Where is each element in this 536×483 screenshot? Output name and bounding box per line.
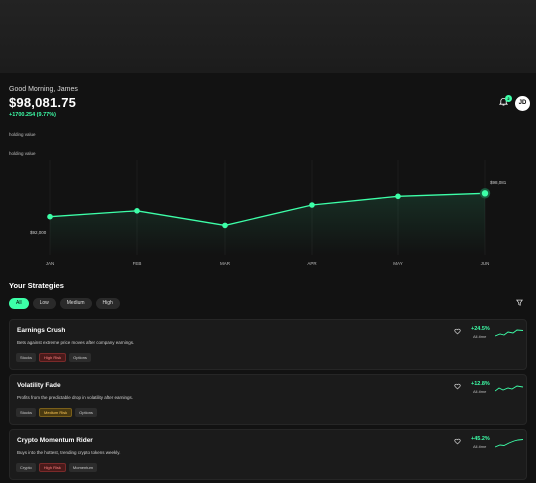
filter-all[interactable]: All (9, 298, 29, 309)
strategies-title: Your Strategies (9, 281, 64, 290)
sparkline (495, 329, 523, 337)
chart-line (49, 192, 486, 227)
tag-asset: Crypto (16, 463, 36, 472)
x-tick-label: JAN (46, 261, 55, 266)
tag-asset: Stocks (16, 353, 37, 362)
heart-icon[interactable] (454, 383, 461, 390)
strategy-description: Buys into the hottest, trending crypto t… (17, 450, 121, 455)
strategy-name: Volatility Fade (17, 382, 61, 389)
heart-icon[interactable] (454, 438, 461, 445)
chart-area (50, 193, 485, 255)
strategy-description: Bets against extreme price moves after c… (17, 340, 135, 345)
y-label-low: $92,000 (30, 230, 47, 235)
x-tick-label: JUN (481, 261, 490, 266)
tag-type: Momentum (68, 463, 97, 472)
x-tick-label: MAY (393, 261, 402, 266)
strategy-card-earnings-crush[interactable]: Earnings Crush Bets against extreme pric… (9, 319, 527, 370)
sparkline (495, 385, 523, 392)
filter-medium[interactable]: Medium (59, 298, 92, 309)
data-point-apr[interactable] (309, 202, 315, 208)
tag-risk: Medium Risk (39, 408, 73, 417)
strategy-return: +45.2% (471, 436, 490, 442)
strategy-card-volatility-fade[interactable]: Volatility Fade Profits from the predict… (9, 374, 527, 425)
x-tick-label: FEB (133, 261, 142, 266)
portfolio-chart: JAN FEB MAR APR MAY JUN $92,000 $98,081 (30, 160, 507, 266)
avatar[interactable]: JD (515, 96, 530, 111)
portfolio-change: +1700.254 (9.77%) (9, 112, 56, 118)
top-bar (0, 0, 536, 73)
notification-badge: 2 (505, 95, 512, 102)
heart-icon[interactable] (454, 328, 461, 335)
return-period: All-time (473, 334, 487, 339)
return-period: All-time (473, 389, 487, 394)
data-point-mar[interactable] (222, 222, 228, 229)
x-tick-label: APR (307, 261, 317, 266)
return-period: All-time (473, 444, 487, 449)
strategy-card-crypto-momentum-rider[interactable]: Crypto Momentum Rider Buys into the hott… (9, 429, 527, 480)
filter-low[interactable]: Low (32, 298, 56, 309)
data-point-feb[interactable] (134, 208, 140, 214)
x-tick-label: MAR (220, 261, 231, 266)
strategy-name: Crypto Momentum Rider (17, 437, 93, 444)
tag-asset: Stocks (16, 408, 37, 417)
portfolio-balance: $98,081.75 (9, 95, 77, 110)
strategy-return: +12.8% (471, 381, 490, 387)
sparkline (495, 439, 523, 448)
risk-filter-bar: All Low Medium High (9, 298, 120, 309)
filter-high[interactable]: High (95, 298, 120, 309)
strategy-return: +24.5% (471, 326, 490, 332)
y-label-high: $98,081 (490, 180, 507, 185)
tag-type: Options (75, 408, 97, 417)
holding-value-label-2: holding value (9, 151, 36, 156)
data-point-may[interactable] (395, 193, 401, 200)
greeting-text: Good Morning, James (9, 86, 78, 93)
tag-risk: High Risk (38, 463, 66, 472)
strategy-description: Profits from the predictable drop in vol… (17, 395, 134, 400)
tag-risk: High Risk (39, 353, 67, 362)
strategy-name: Earnings Crush (17, 327, 66, 334)
tag-type: Options (69, 353, 91, 362)
data-point-jun[interactable] (479, 188, 491, 199)
filter-icon[interactable] (516, 299, 523, 306)
data-point-jan[interactable] (47, 213, 53, 220)
holding-value-label: holding value (9, 132, 36, 137)
